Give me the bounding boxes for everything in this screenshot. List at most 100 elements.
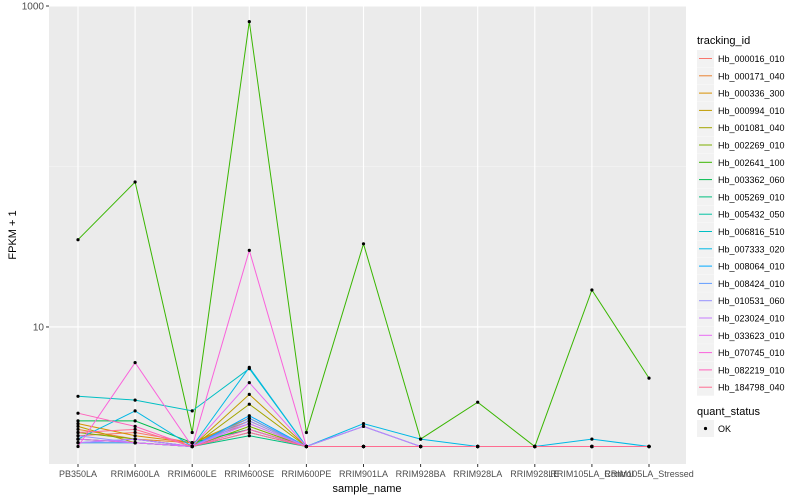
y-tick-label: 10 <box>33 322 45 333</box>
legend-item: Hb_008064_010 <box>697 257 785 275</box>
data-point <box>76 424 80 428</box>
legend-label: Hb_070745_010 <box>718 348 785 358</box>
data-point <box>590 437 594 441</box>
legend-item: Hb_007333_020 <box>697 240 785 258</box>
legend-label: Hb_082219_010 <box>718 365 785 375</box>
y-tick-label: 1000 <box>22 2 45 13</box>
data-point <box>247 381 251 385</box>
data-point <box>133 409 137 413</box>
data-point <box>76 422 80 426</box>
legend-label: Hb_005269_010 <box>718 192 785 202</box>
legend-label: Hb_033623_010 <box>718 331 785 341</box>
data-point <box>476 400 480 404</box>
data-point <box>361 242 366 246</box>
legend-item: Hb_023024_010 <box>697 309 785 327</box>
data-point <box>361 444 366 449</box>
data-point <box>133 434 137 438</box>
legend-quant-status: quant_status OK <box>697 406 760 437</box>
data-point <box>304 430 308 435</box>
data-point <box>247 434 251 438</box>
x-tick-label: RRIM901LA <box>339 469 388 479</box>
data-point <box>76 430 80 435</box>
x-tick-label: RRIM600SE <box>224 469 274 479</box>
legend-tracking-id: tracking_id Hb_000016_010 Hb_000171_040 Hb… <box>697 35 785 396</box>
x-tick-label: RRIM928LA <box>453 469 502 479</box>
data-points <box>76 20 651 449</box>
legend-item: Hb_033623_010 <box>697 326 785 344</box>
data-point <box>190 441 194 445</box>
legend-label: Hb_006816_510 <box>718 227 785 237</box>
data-point <box>190 409 194 413</box>
data-point <box>247 430 251 435</box>
data-point <box>76 437 80 441</box>
data-point <box>419 437 423 441</box>
data-point <box>76 427 80 431</box>
x-tick-label: RRIM600LE <box>168 469 217 479</box>
legend-label: Hb_008064_010 <box>718 262 785 272</box>
data-point <box>361 422 366 426</box>
legend-item: Hb_000336_300 <box>697 84 785 102</box>
data-point <box>133 430 137 435</box>
data-point <box>247 414 251 418</box>
legend-item: Hb_005432_050 <box>697 205 785 223</box>
legend-label: Hb_002269_010 <box>718 141 785 151</box>
data-point <box>133 424 137 428</box>
legend-item: Hb_000994_010 <box>697 101 785 119</box>
data-point <box>133 441 137 445</box>
legend-label: Hb_184798_040 <box>718 383 785 393</box>
data-point <box>590 444 594 449</box>
data-point <box>133 419 137 423</box>
data-point <box>647 444 651 449</box>
data-point <box>247 422 251 426</box>
legend-item: Hb_000171_040 <box>697 67 785 85</box>
x-axis-ticks: PB350LA RRIM600LA RRIM600LE RRIM600SE RRIM60… <box>59 464 694 479</box>
legend-item: Hb_002269_010 <box>697 136 785 154</box>
legend-item: Hb_003362_060 <box>697 171 785 189</box>
x-tick-label: RRIM600PE <box>281 469 331 479</box>
legend-label: Hb_003362_060 <box>718 175 785 185</box>
y-axis-ticks: 10 1000 <box>22 2 49 333</box>
data-point <box>533 444 537 449</box>
x-tick-label: RRIM600LA <box>111 469 160 479</box>
legend-label: Hb_000016_010 <box>718 54 785 64</box>
x-tick-label: PB350LA <box>59 469 97 479</box>
x-tick-label: RRIM105LA_Control <box>550 469 633 479</box>
y-axis-label: FPKM + 1 <box>7 210 19 259</box>
data-point <box>247 365 251 369</box>
data-point <box>247 416 251 420</box>
legend-label: Hb_000994_010 <box>718 106 785 116</box>
data-point <box>247 392 251 396</box>
data-point <box>76 434 80 438</box>
data-point <box>133 398 137 402</box>
data-point <box>190 430 194 435</box>
legend-item: Hb_008424_010 <box>697 274 785 292</box>
legend-swatch <box>703 426 708 431</box>
legend-label: Hb_008424_010 <box>718 279 785 289</box>
x-axis-label: sample_name <box>332 483 401 495</box>
x-tick-label: RRIM105LA_Stressed <box>604 469 694 479</box>
data-point <box>304 444 308 449</box>
data-point <box>476 444 480 449</box>
x-tick-label: RRIM928BA <box>396 469 446 479</box>
data-point <box>190 444 194 449</box>
legend-item: Hb_010531_060 <box>697 292 785 310</box>
x-tick-label: RRIM928LE <box>510 469 559 479</box>
data-point <box>76 411 80 415</box>
data-point <box>247 248 251 252</box>
legend-item: Hb_082219_010 <box>697 361 785 379</box>
data-point <box>419 444 423 449</box>
legend-label: Hb_010531_060 <box>718 296 785 306</box>
legend-label: Hb_023024_010 <box>718 314 785 324</box>
legend-item: Hb_006816_510 <box>697 223 785 240</box>
data-point <box>247 427 251 431</box>
data-point <box>76 394 80 398</box>
data-point <box>247 402 251 406</box>
data-point <box>647 376 651 380</box>
data-point <box>133 180 137 184</box>
plot-panel <box>49 6 686 464</box>
legend-item: Hb_070745_010 <box>697 344 785 362</box>
legend-item: Hb_001081_040 <box>697 119 785 137</box>
data-point <box>247 424 251 428</box>
legend-item: Hb_000016_010 <box>697 50 785 67</box>
